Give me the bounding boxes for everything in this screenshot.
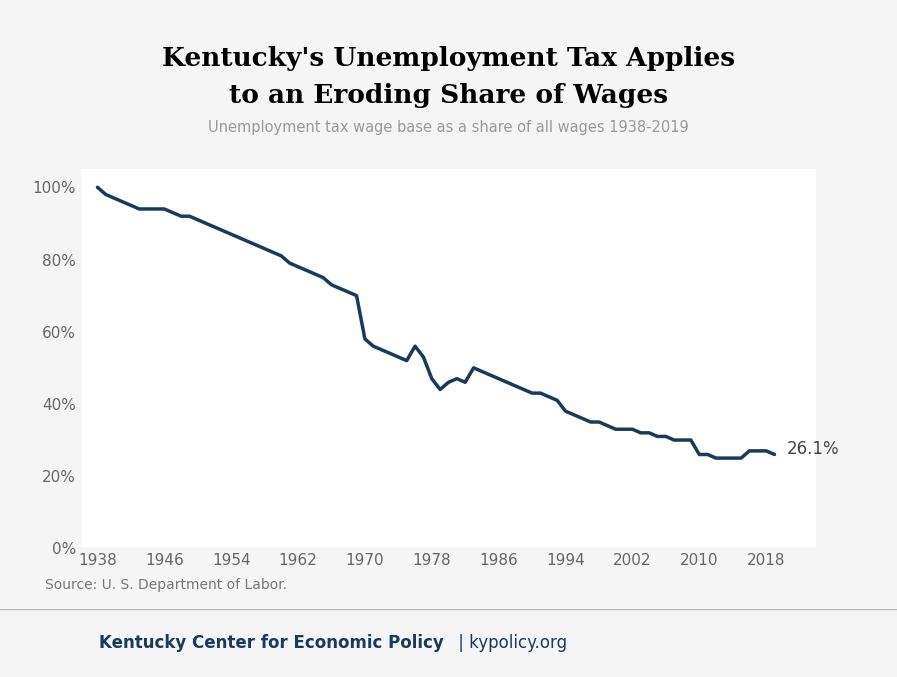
Text: Source: U. S. Department of Labor.: Source: U. S. Department of Labor. [45,578,287,592]
Text: Kentucky's Unemployment Tax Applies: Kentucky's Unemployment Tax Applies [162,46,735,71]
Text: Unemployment tax wage base as a share of all wages 1938-2019: Unemployment tax wage base as a share of… [208,121,689,135]
Text: to an Eroding Share of Wages: to an Eroding Share of Wages [229,83,668,108]
Text: | kypolicy.org: | kypolicy.org [453,634,567,652]
Text: 26.1%: 26.1% [787,440,840,458]
Text: Kentucky Center for Economic Policy: Kentucky Center for Economic Policy [100,634,444,652]
